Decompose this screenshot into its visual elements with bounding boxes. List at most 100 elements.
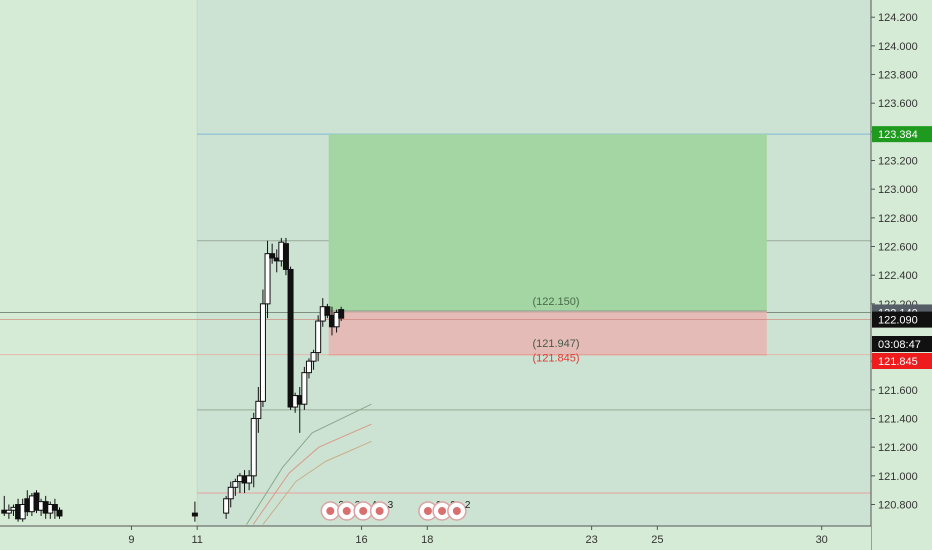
- price-axis-marker[interactable]: 121.845: [872, 353, 932, 369]
- candle: [191, 501, 198, 522]
- price-tick-label: 121.000: [878, 471, 918, 483]
- event-flag-icon: [438, 507, 447, 515]
- price-marker-box[interactable]: [872, 336, 932, 352]
- candle: [255, 386, 262, 433]
- price-marker-text: 122.090: [878, 315, 918, 327]
- position-label: (121.947): [532, 338, 579, 350]
- candle-body: [5, 509, 12, 514]
- candle: [227, 481, 234, 508]
- time-tick-label: 23: [585, 534, 597, 546]
- candle-body: [315, 320, 322, 354]
- candle: [282, 237, 289, 276]
- price-marker-text: 121.845: [878, 356, 918, 368]
- candle-body: [264, 253, 271, 305]
- event-flag-icon: [423, 507, 432, 515]
- price-marker-box[interactable]: [872, 311, 932, 328]
- price-tick-label: 123.200: [878, 156, 918, 168]
- candle-body: [338, 309, 345, 319]
- stop-zone[interactable]: [328, 311, 767, 355]
- moving-average-line: [246, 403, 372, 525]
- candle-body: [255, 400, 262, 420]
- candle: [338, 306, 345, 322]
- event-flag-icon: [342, 507, 351, 515]
- candle-body: [232, 481, 239, 488]
- candle-body: [227, 486, 234, 500]
- candle: [264, 240, 271, 319]
- time-tick-label: 25: [651, 534, 663, 546]
- economic-event-marker[interactable]: 2: [320, 500, 344, 521]
- time-tick-label: 9: [128, 534, 134, 546]
- candle-body: [324, 306, 331, 316]
- candle: [259, 289, 266, 408]
- candle: [269, 243, 276, 264]
- candle: [223, 495, 230, 519]
- economic-event-marker[interactable]: 3: [369, 500, 394, 521]
- event-flag-icon: [326, 507, 335, 515]
- candle-body: [191, 512, 198, 517]
- candle: [5, 504, 12, 519]
- candle: [51, 498, 58, 519]
- candle: [310, 349, 317, 370]
- price-tick-label: 122.800: [878, 213, 918, 225]
- moving-average-line: [252, 423, 372, 525]
- event-markers-layer: 2343922: [320, 500, 471, 521]
- event-count: 3: [388, 500, 394, 511]
- economic-event-marker[interactable]: 2: [447, 500, 471, 521]
- event-flag-icon: [359, 507, 368, 515]
- time-tick-label: 30: [816, 534, 828, 546]
- long-position-tool[interactable]: (122.150) (121.947) (121.845): [0, 134, 871, 365]
- candle-body: [310, 352, 317, 362]
- price-axis-marker[interactable]: 122.090: [872, 311, 932, 328]
- price-marker-box[interactable]: [872, 126, 932, 143]
- candle-body: [56, 509, 63, 517]
- time-tick-label: 18: [421, 534, 433, 546]
- candle: [305, 358, 312, 379]
- position-label: (121.845): [532, 353, 579, 365]
- candle-body: [223, 498, 230, 514]
- price-tick-label: 122.400: [878, 270, 918, 282]
- moving-average-line: [262, 440, 372, 525]
- price-tick-label: 123.800: [878, 70, 918, 82]
- candle: [333, 309, 340, 333]
- price-axis-marker[interactable]: 03:08:47: [872, 336, 932, 352]
- price-tick-label: 123.000: [878, 184, 918, 196]
- event-flag-icon: [375, 507, 384, 515]
- price-tick-label: 122.600: [878, 242, 918, 254]
- event-flag-icon: [452, 507, 461, 515]
- candle-body: [250, 418, 257, 477]
- price-tick-label: 124.200: [878, 12, 918, 24]
- target-zone[interactable]: [328, 134, 767, 312]
- price-tick-label: 120.800: [878, 500, 918, 512]
- candles-layer: [1, 237, 345, 522]
- time-axis[interactable]: 9 11 16 18 23 25 30: [0, 525, 871, 550]
- time-tick-label: 16: [355, 534, 367, 546]
- candle-body: [282, 243, 289, 270]
- candle: [232, 478, 239, 496]
- candle-body: [259, 303, 266, 402]
- price-tick-label: 121.200: [878, 442, 918, 454]
- candle: [301, 366, 308, 410]
- price-tick-label: 121.400: [878, 414, 918, 426]
- candle: [246, 470, 253, 491]
- price-marker-box[interactable]: [872, 353, 932, 369]
- candle: [315, 315, 322, 362]
- price-axis[interactable]: 124.200124.000123.800123.600123.400123.2…: [870, 0, 932, 550]
- candle: [287, 266, 294, 410]
- price-tick-label: 121.600: [878, 385, 918, 397]
- candle: [324, 303, 331, 319]
- price-axis-marker[interactable]: 123.384: [872, 126, 932, 143]
- time-axis-background: [0, 526, 871, 550]
- candle-body: [269, 253, 276, 259]
- price-axis-background: [871, 0, 932, 550]
- candle-body: [305, 360, 312, 374]
- moving-averages-layer: [246, 403, 372, 525]
- position-label: (122.150): [532, 296, 579, 308]
- event-count: 2: [465, 500, 471, 511]
- price-marker-text: 03:08:47: [878, 339, 921, 351]
- price-tick-label: 123.600: [878, 98, 918, 110]
- price-tick-label: 124.000: [878, 41, 918, 53]
- candle-body: [287, 268, 294, 408]
- candle-body: [246, 475, 253, 484]
- price-marker-text: 123.384: [878, 129, 918, 141]
